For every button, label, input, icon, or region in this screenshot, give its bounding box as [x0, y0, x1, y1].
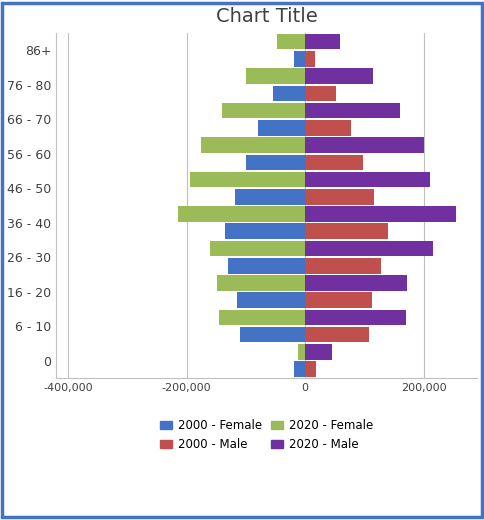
- Bar: [305, 137, 424, 153]
- Bar: [240, 327, 305, 343]
- Bar: [305, 292, 372, 308]
- Bar: [235, 189, 305, 204]
- Bar: [294, 51, 305, 67]
- Bar: [225, 224, 305, 239]
- Bar: [294, 361, 305, 377]
- Bar: [305, 172, 430, 187]
- Bar: [305, 361, 316, 377]
- Bar: [305, 120, 351, 136]
- Bar: [305, 103, 400, 119]
- Bar: [222, 103, 305, 119]
- Bar: [201, 137, 305, 153]
- Bar: [305, 224, 388, 239]
- Bar: [298, 344, 305, 360]
- Bar: [178, 206, 305, 222]
- Bar: [305, 154, 363, 170]
- Bar: [305, 309, 406, 325]
- Bar: [305, 344, 332, 360]
- Bar: [190, 172, 305, 187]
- Bar: [305, 189, 374, 204]
- Bar: [305, 241, 433, 256]
- Bar: [217, 275, 305, 291]
- Bar: [305, 86, 336, 101]
- Bar: [305, 206, 456, 222]
- Bar: [246, 154, 305, 170]
- Bar: [305, 68, 373, 84]
- Bar: [219, 309, 305, 325]
- Bar: [257, 120, 305, 136]
- Bar: [305, 275, 407, 291]
- Bar: [237, 292, 305, 308]
- Bar: [277, 34, 305, 49]
- Legend: 2000 - Female, 2000 - Male, 2020 - Female, 2020 - Male: 2000 - Female, 2000 - Male, 2020 - Femal…: [155, 414, 378, 456]
- Bar: [272, 86, 305, 101]
- Bar: [305, 258, 381, 274]
- Bar: [246, 68, 305, 84]
- Bar: [228, 258, 305, 274]
- Title: Chart Title: Chart Title: [216, 7, 318, 26]
- Bar: [305, 327, 369, 343]
- Bar: [211, 241, 305, 256]
- Bar: [305, 51, 315, 67]
- Bar: [305, 34, 340, 49]
